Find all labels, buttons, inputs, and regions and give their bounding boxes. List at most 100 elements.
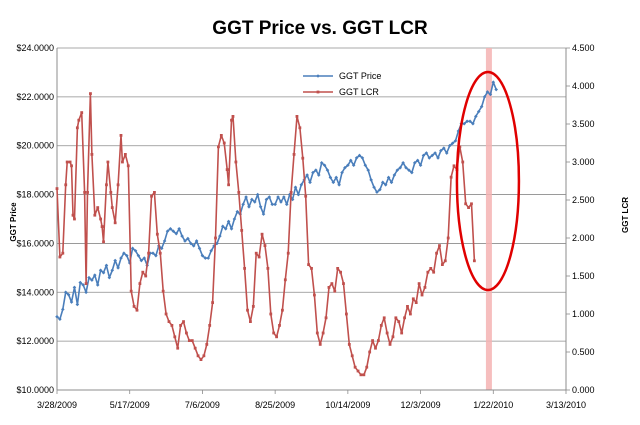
- data-point-lcr: [385, 331, 389, 335]
- data-point-lcr: [211, 301, 215, 304]
- data-point-lcr: [214, 236, 217, 240]
- data-point-lcr: [350, 354, 354, 358]
- data-point-price: [95, 283, 100, 287]
- data-point-lcr: [217, 145, 220, 149]
- data-point-lcr: [356, 369, 360, 373]
- data-point-lcr: [126, 164, 130, 168]
- series-layer: [55, 80, 498, 377]
- data-point-price: [72, 285, 77, 290]
- data-point-price: [398, 165, 403, 170]
- data-point-lcr: [467, 206, 470, 209]
- data-point-price: [159, 246, 164, 251]
- data-point-lcr: [222, 141, 226, 145]
- data-point-lcr: [263, 244, 267, 247]
- data-point-price: [316, 173, 321, 177]
- data-point-lcr: [313, 293, 316, 297]
- data-point-lcr: [170, 324, 174, 327]
- data-point-lcr: [371, 339, 374, 342]
- highlight-band: [485, 48, 492, 390]
- data-point-price: [142, 256, 147, 260]
- data-point-lcr: [102, 240, 105, 244]
- data-point-price: [319, 161, 324, 165]
- data-point-lcr: [182, 320, 185, 323]
- data-point-lcr: [116, 183, 120, 187]
- data-point-price: [287, 192, 292, 197]
- y-right-tick-label: 4.000: [572, 81, 595, 91]
- data-point-lcr: [388, 343, 392, 346]
- data-point-price: [250, 197, 254, 202]
- data-point-lcr: [292, 153, 296, 156]
- data-point-price: [488, 92, 493, 97]
- y-left-tick-label: $22.0000: [16, 92, 54, 102]
- data-point-price: [476, 109, 481, 114]
- data-point-price: [133, 248, 138, 253]
- data-point-lcr: [93, 213, 97, 217]
- data-point-lcr: [106, 160, 110, 164]
- data-point-price: [127, 261, 132, 265]
- series-line-ggt-lcr: [56, 92, 476, 376]
- data-point-lcr: [464, 202, 468, 206]
- data-point-lcr: [176, 346, 180, 350]
- data-point-price: [122, 251, 126, 255]
- data-point-lcr: [345, 312, 348, 316]
- data-point-lcr: [100, 225, 104, 228]
- data-point-lcr: [234, 160, 238, 164]
- data-point-lcr: [110, 206, 114, 209]
- data-point-price: [311, 170, 315, 175]
- data-point-lcr: [121, 160, 124, 164]
- data-point-lcr: [64, 183, 68, 187]
- data-point-price: [337, 183, 341, 187]
- data-point-price: [255, 192, 260, 197]
- legend-label: GGT Price: [339, 71, 381, 81]
- data-point-lcr: [435, 251, 438, 255]
- data-point-price: [183, 239, 187, 243]
- data-point-price: [430, 153, 435, 158]
- data-point-price: [151, 251, 155, 255]
- data-point-price: [314, 168, 318, 172]
- data-point-lcr: [333, 289, 337, 293]
- x-tick-label: 3/28/2009: [37, 400, 77, 410]
- data-point-price: [110, 268, 115, 273]
- data-point-lcr: [96, 206, 100, 209]
- y-left-tick-label: $24.0000: [16, 43, 54, 53]
- data-point-price: [174, 231, 179, 236]
- x-tick-label: 3/13/2010: [546, 400, 586, 410]
- data-point-price: [392, 173, 397, 177]
- data-point-price: [61, 307, 65, 312]
- data-point-price: [346, 163, 350, 168]
- data-point-price: [276, 195, 280, 199]
- y-right-tick-label: 4.500: [572, 43, 595, 53]
- data-point-price: [305, 173, 309, 177]
- data-point-lcr: [318, 343, 322, 346]
- data-point-lcr: [339, 270, 342, 274]
- data-point-lcr: [275, 335, 278, 339]
- data-point-lcr: [138, 282, 142, 285]
- data-point-lcr: [243, 267, 247, 270]
- data-point-lcr: [249, 320, 252, 323]
- data-point-price: [433, 151, 437, 155]
- data-point-price: [273, 202, 277, 207]
- data-point-price: [290, 197, 295, 202]
- data-point-lcr: [113, 221, 117, 225]
- y-left-tick-label: $18.0000: [16, 190, 54, 200]
- data-point-price: [223, 226, 228, 231]
- data-point-lcr: [336, 267, 340, 270]
- data-point-price: [113, 258, 117, 263]
- data-point-price: [232, 217, 237, 221]
- data-point-price: [165, 229, 170, 234]
- data-point-price: [415, 158, 420, 163]
- data-point-price: [63, 290, 68, 295]
- y-right-tick-label: 3.500: [572, 119, 595, 129]
- data-point-price: [279, 200, 283, 204]
- data-point-lcr: [347, 343, 351, 346]
- data-point-price: [125, 253, 129, 258]
- axes: $10.0000 $12.0000 $14.0000 $16.0000 $18.0000…: [16, 43, 594, 410]
- y-left-tick-label: $10.0000: [16, 385, 54, 395]
- data-point-lcr: [68, 160, 72, 164]
- data-point-lcr: [353, 365, 357, 369]
- data-point-lcr: [429, 267, 433, 270]
- data-point-price: [407, 168, 411, 172]
- data-point-price: [203, 256, 208, 260]
- y-left-tick-label: $14.0000: [16, 287, 54, 297]
- data-point-lcr: [84, 282, 88, 285]
